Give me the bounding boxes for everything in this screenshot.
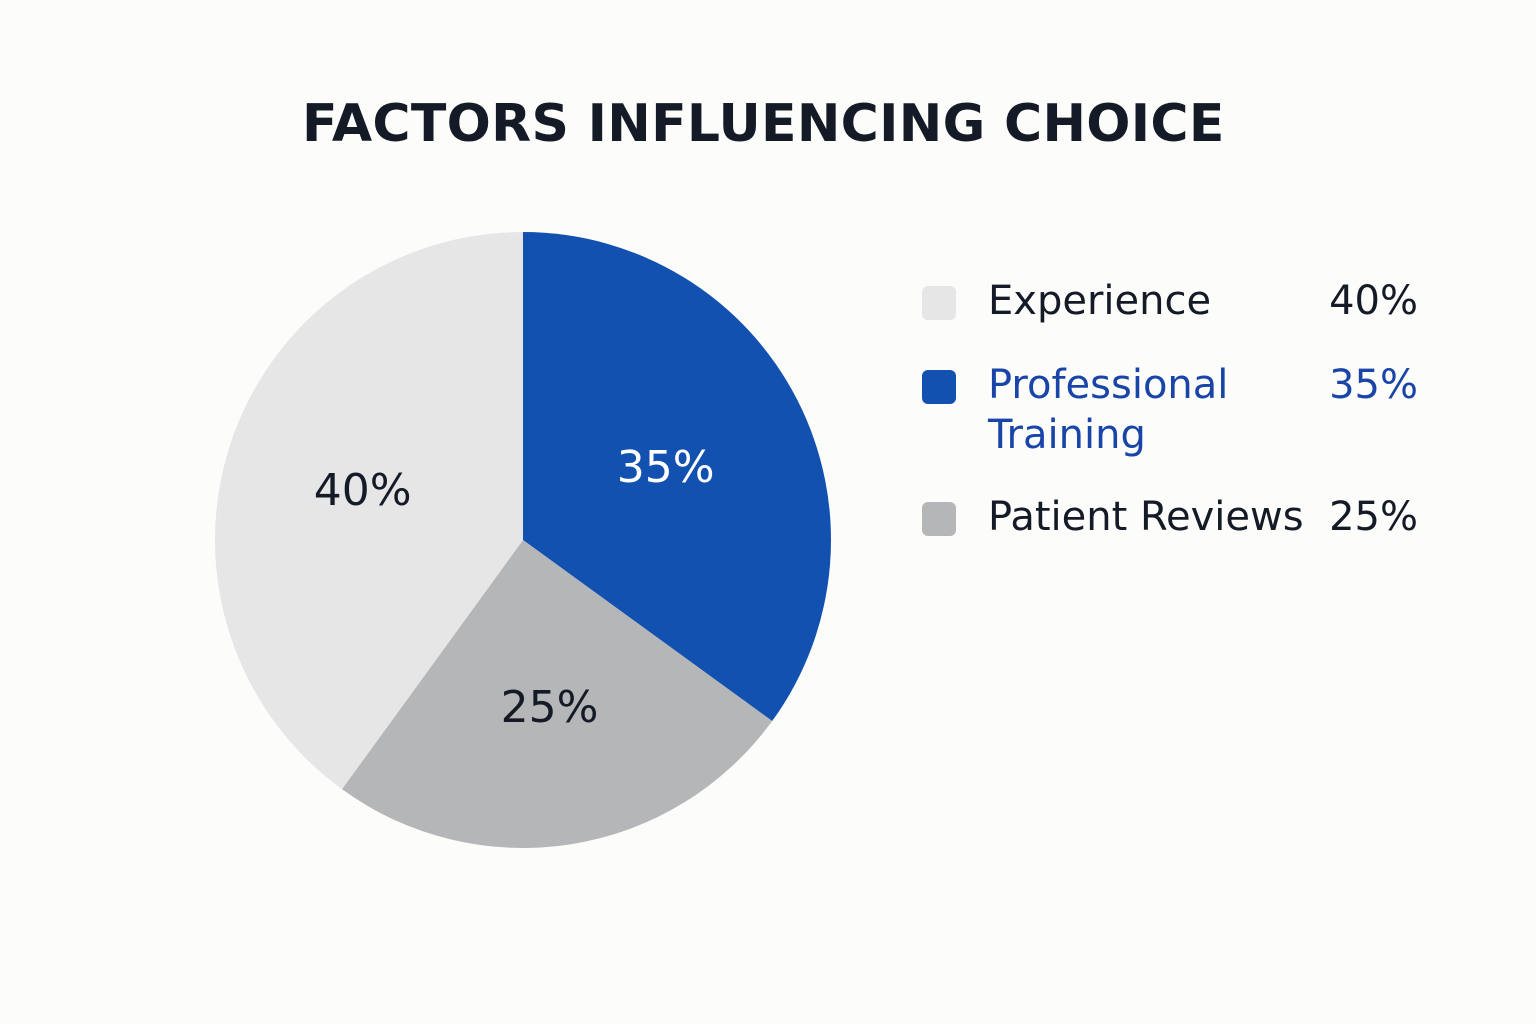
legend-value: 35%: [1329, 362, 1418, 408]
legend-value: 40%: [1329, 278, 1418, 324]
legend-swatch: [922, 286, 956, 320]
legend-label: Experience: [988, 278, 1212, 324]
legend-label: Professional Training: [988, 362, 1229, 458]
chart-title: FACTORS INFLUENCING CHOICE: [302, 94, 1225, 154]
pie-slice-patient-reviews: [341, 540, 773, 848]
legend-swatch: [922, 370, 956, 404]
slice-label-professional-training: 35%: [617, 442, 715, 493]
slice-label-patient-reviews: 25%: [501, 682, 599, 733]
legend-label: Patient Reviews: [988, 494, 1304, 540]
slice-label-experience: 40%: [314, 465, 412, 516]
pie-slice-professional-training: [523, 232, 831, 722]
legend-swatch: [922, 502, 956, 536]
pie-slice-experience: [215, 232, 523, 790]
legend-value: 25%: [1329, 494, 1418, 540]
